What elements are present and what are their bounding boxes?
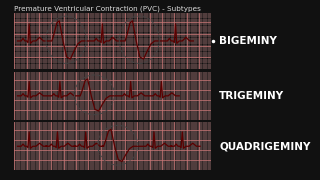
Text: TRIGEMINY: TRIGEMINY	[219, 91, 284, 101]
Text: Premature Ventricular Contraction (PVC) - Subtypes: Premature Ventricular Contraction (PVC) …	[14, 5, 201, 12]
Text: BIGEMINY: BIGEMINY	[219, 36, 277, 46]
Text: QUADRIGEMINY: QUADRIGEMINY	[219, 141, 311, 151]
